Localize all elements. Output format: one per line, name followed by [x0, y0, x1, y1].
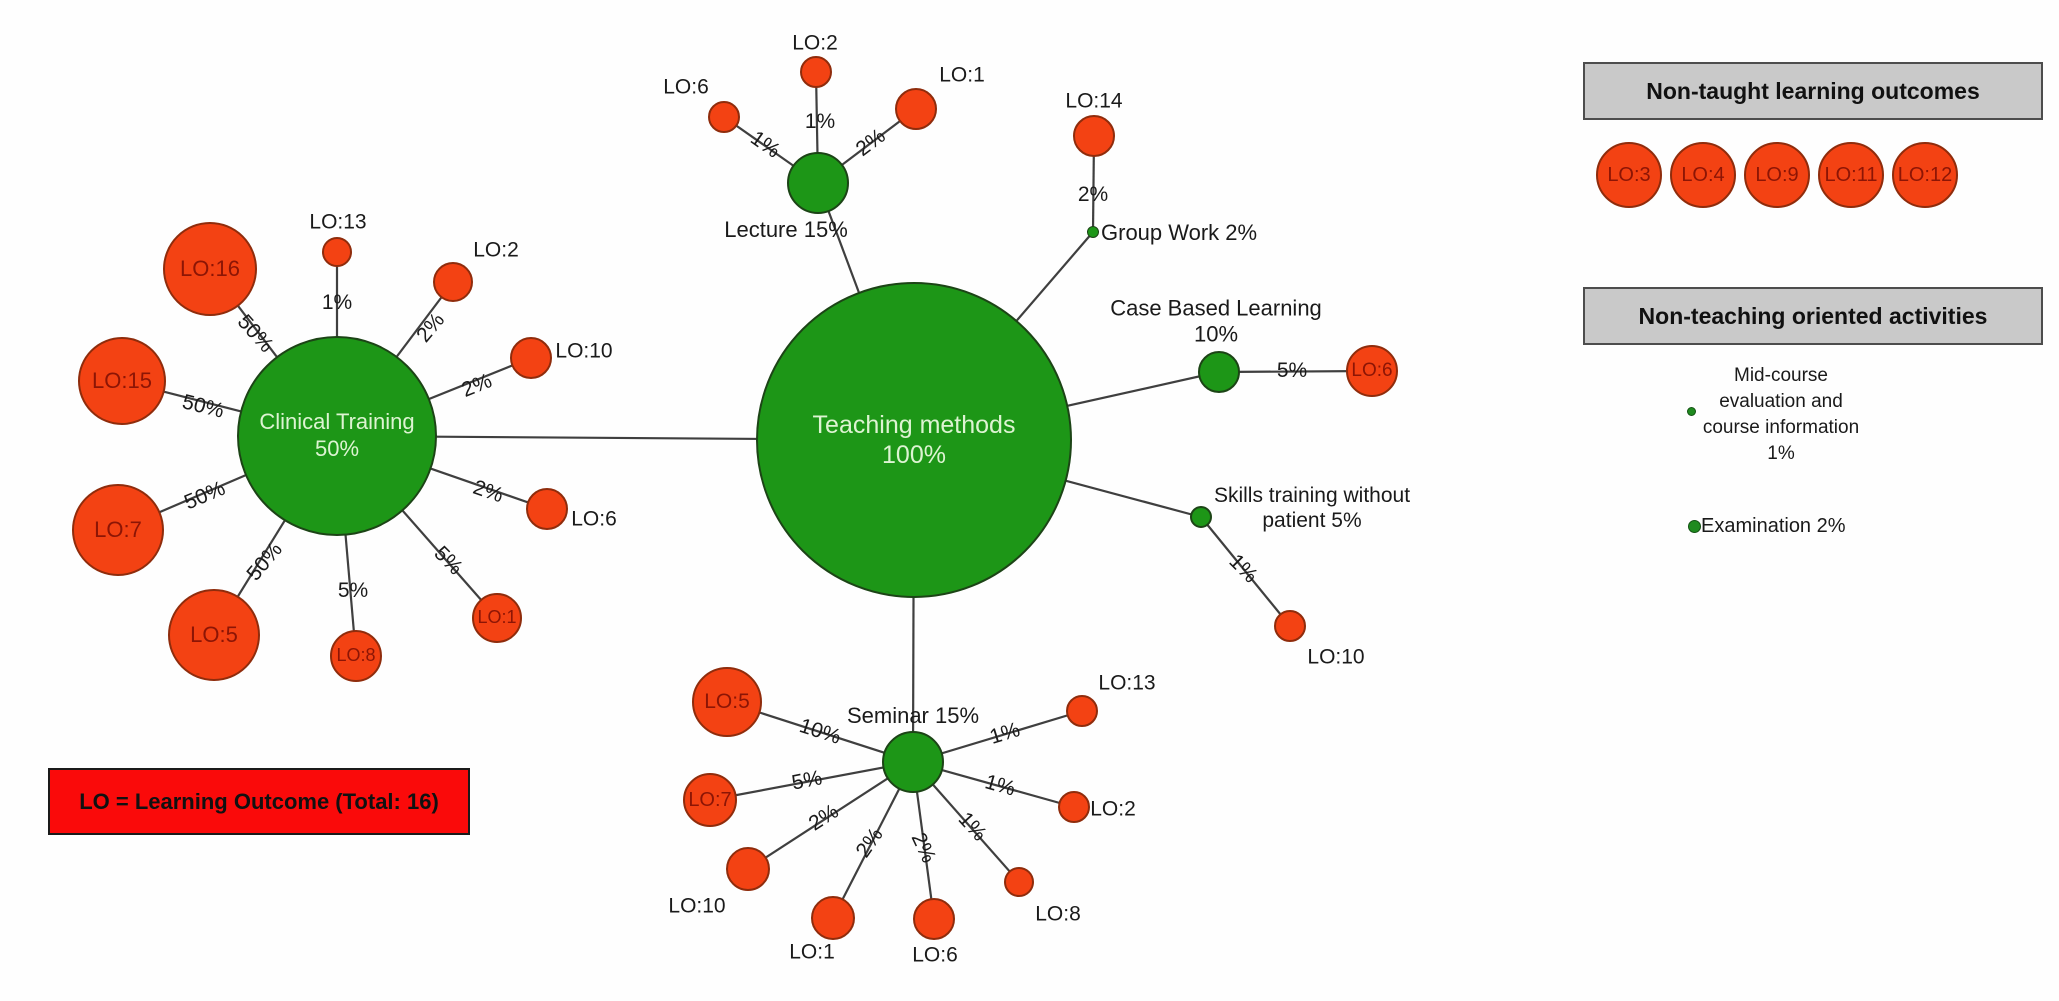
outcome-lo2-seminar	[1058, 791, 1090, 823]
examination-label: Examination 2%	[1701, 515, 1846, 537]
outcome-lo6-clinical	[526, 488, 568, 530]
edge-label-cbl-b6: 5%	[1276, 359, 1308, 382]
outcome-lo16-clinical-label: LO:16	[180, 255, 240, 281]
nontaught-outcomes-row: LO:3 LO:4 LO:9 LO:11 LO:12	[1596, 142, 1958, 208]
outcome-lo7-clinical: LO:7	[72, 484, 164, 576]
edge-sem-m7	[709, 760, 914, 802]
outcome-lo6-casebased: LO:6	[1346, 345, 1398, 397]
hub-seminar-label: Seminar 15%	[846, 702, 980, 728]
outcome-lo13-seminar	[1066, 695, 1098, 727]
hub-lecture-label: Lecture 15%	[724, 216, 848, 242]
outcome-lo10-clinical-label: LO:10	[555, 339, 613, 363]
outcome-lo13-clinical-label: LO:13	[309, 210, 367, 234]
legend-outcome-lo4: LO:4	[1670, 142, 1736, 208]
node-group-work	[1087, 226, 1099, 238]
outcome-lo2-lecture	[800, 56, 832, 88]
midcourse-label: Mid-course evaluation and course informa…	[1702, 365, 1860, 464]
outcome-lo13-seminar-label: LO:13	[1098, 671, 1156, 695]
outcome-lo2-clinical	[433, 262, 473, 302]
outcome-lo7-seminar-label: LO:7	[688, 788, 732, 811]
outcome-lo1-lecture-label: LO:1	[939, 63, 985, 87]
edge-label-ct-c8: 5%	[337, 579, 369, 602]
legend-outcome-lo12: LO:12	[1892, 142, 1958, 208]
node-group-work-label: Group Work 2%	[1101, 219, 1258, 245]
outcome-lo7-clinical-label: LO:7	[94, 516, 142, 542]
outcome-lo8-clinical-label: LO:8	[336, 645, 376, 666]
edge-label-gw-g14: 2%	[1077, 183, 1109, 206]
edge-sk-s10	[1200, 516, 1291, 627]
outcome-lo8-seminar	[1004, 867, 1034, 897]
hub-seminar	[882, 731, 944, 793]
outcome-lo10-seminar-label: LO:10	[668, 894, 726, 918]
outcome-lo1-seminar-label: LO:1	[789, 940, 835, 964]
outcome-lo1-clinical-label: LO:1	[477, 607, 517, 628]
outcome-lo5-clinical-label: LO:5	[190, 621, 238, 647]
outcome-lo2-seminar-label: LO:2	[1090, 797, 1136, 821]
outcome-lo6-lecture-label: LO:6	[663, 75, 709, 99]
hub-lecture	[787, 152, 849, 214]
outcome-lo10-clinical	[510, 337, 552, 379]
outcome-lo10-skills	[1274, 610, 1306, 642]
node-case-based-learning	[1198, 351, 1240, 393]
edge-label-ct-c13: 1%	[321, 291, 353, 314]
examination-dot-icon	[1688, 520, 1701, 533]
hub-teaching-methods-label: Teaching methods 100%	[812, 410, 1016, 470]
lo-note-label: LO = Learning Outcome (Total: 16)	[79, 788, 439, 814]
outcome-lo5-seminar: LO:5	[692, 667, 762, 737]
outcome-lo2-clinical-label: LO:2	[473, 238, 519, 262]
hub-teaching-methods: Teaching methods 100%	[756, 282, 1072, 598]
outcome-lo1-seminar	[811, 896, 855, 940]
outcome-lo15-clinical-label: LO:15	[92, 367, 152, 393]
legend-outcome-lo3: LO:3	[1596, 142, 1662, 208]
node-case-based-learning-label: Case Based Learning 10%	[1110, 295, 1322, 347]
nontaught-outcomes-title: Non-taught learning outcomes	[1646, 77, 1980, 104]
nonteaching-activities-title: Non-teaching oriented activities	[1638, 302, 1988, 329]
outcome-lo16-clinical: LO:16	[163, 222, 257, 316]
outcome-lo1-lecture	[895, 88, 937, 130]
outcome-lo5-clinical: LO:5	[168, 589, 260, 681]
outcome-lo6-seminar-label: LO:6	[912, 943, 958, 967]
edge-label-lec-l2: 1%	[804, 110, 836, 133]
outcome-lo10-skills-label: LO:10	[1307, 645, 1365, 669]
outcome-lo13-clinical	[322, 237, 352, 267]
outcome-lo8-clinical: LO:8	[330, 630, 382, 682]
hub-clinical-training: Clinical Training 50%	[237, 336, 437, 536]
nontaught-outcomes-header: Non-taught learning outcomes	[1583, 62, 2043, 120]
legend-outcome-lo11: LO:11	[1818, 142, 1884, 208]
hub-clinical-training-label: Clinical Training 50%	[259, 409, 415, 461]
node-skills-training	[1190, 506, 1212, 528]
outcome-lo2-lecture-label: LO:2	[792, 31, 838, 55]
outcome-lo6-clinical-label: LO:6	[571, 507, 617, 531]
midcourse-dot-icon	[1687, 407, 1696, 416]
outcome-lo15-clinical: LO:15	[78, 337, 166, 425]
outcome-lo6-lecture	[708, 101, 740, 133]
node-skills-training-label: Skills training without patient 5%	[1213, 483, 1411, 532]
outcome-lo10-seminar	[726, 847, 770, 891]
outcome-lo1-clinical: LO:1	[472, 593, 522, 643]
outcome-lo7-seminar: LO:7	[683, 773, 737, 827]
lo-note-box: LO = Learning Outcome (Total: 16)	[48, 768, 470, 835]
outcome-lo8-seminar-label: LO:8	[1035, 902, 1081, 926]
outcome-lo6-seminar	[913, 898, 955, 940]
edge-sem-m10	[747, 761, 914, 870]
nonteaching-activities-header: Non-teaching oriented activities	[1583, 287, 2043, 345]
outcome-lo14-groupwork	[1073, 115, 1115, 157]
outcome-lo6-casebased-label: LO:6	[1351, 360, 1393, 382]
legend-outcome-lo9: LO:9	[1744, 142, 1810, 208]
outcome-lo5-seminar-label: LO:5	[704, 690, 750, 714]
outcome-lo14-groupwork-label: LO:14	[1065, 89, 1123, 113]
